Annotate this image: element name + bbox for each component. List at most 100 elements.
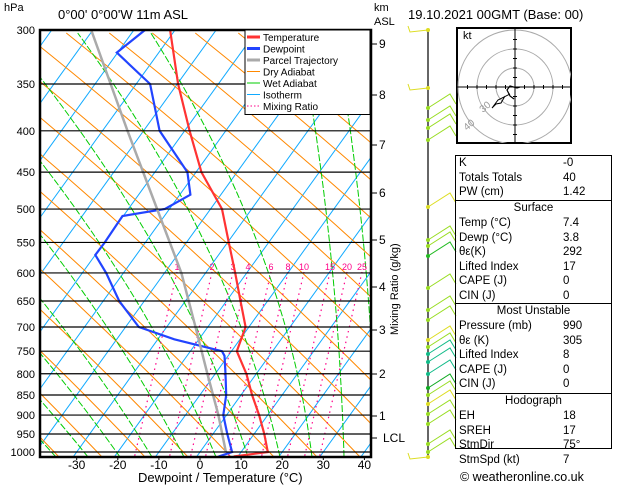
- km-tick-label: 5: [379, 233, 386, 247]
- param-name: StmDir: [459, 439, 495, 452]
- pressure-tick-label: 350: [17, 79, 35, 91]
- dry-adiabat-line: [40, 190, 318, 457]
- wet-adiabat-line: [77, 32, 281, 457]
- km-label: km: [374, 2, 389, 14]
- wet-adiabat-line: [150, 32, 313, 457]
- pressure-tick-label: 950: [17, 429, 35, 441]
- wind-barb: [427, 192, 457, 208]
- dry-adiabat-line: [40, 229, 275, 457]
- param-value: 0: [563, 378, 570, 391]
- hodograph-frame: [456, 27, 572, 144]
- wet-adiabat-line: [40, 398, 89, 457]
- pressure-tick-label: 800: [17, 369, 35, 381]
- pressure-tick-label: 500: [17, 204, 35, 216]
- dewpoint-line: [93, 30, 234, 457]
- wind-barb: [407, 452, 429, 460]
- asl-label: ASL: [374, 16, 395, 28]
- index-name: PW (cm): [459, 186, 504, 199]
- x-tick-label: 20: [276, 458, 290, 472]
- mixing-ratio-label: 2: [209, 262, 214, 272]
- km-tick-label: 7: [379, 138, 386, 152]
- x-tick-label: -10: [150, 458, 168, 472]
- index-value: 1.42: [563, 186, 586, 199]
- dry-adiabat-line: [40, 349, 146, 457]
- wind-barb: [427, 231, 457, 247]
- pressure-tick-label: 850: [17, 390, 35, 402]
- km-tick-label: 2: [379, 367, 386, 381]
- dry-adiabat-line: [65, 32, 371, 298]
- param-name: CIN (J): [459, 289, 496, 302]
- table-row: SREH 17: [456, 424, 611, 439]
- surface-table: Surface Temp (°C) 7.4 Dewp (°C) 3.8 θε(K) 292…: [455, 200, 612, 304]
- table-row: StmSpd (kt) 7: [456, 453, 611, 468]
- table-row: θε (K) 305: [456, 334, 611, 349]
- x-tick-label: -30: [68, 458, 86, 472]
- hodograph: [456, 27, 572, 144]
- table-row: PW (cm) 1.42: [456, 185, 611, 200]
- table-row: K -0: [456, 156, 611, 171]
- param-name: CIN (J): [459, 378, 496, 391]
- wind-barb: [427, 399, 457, 415]
- table-row: Pressure (mb) 990: [456, 319, 611, 334]
- mixing-ratio-line: [227, 271, 272, 457]
- wind-barb: [427, 389, 457, 405]
- pressure-tick-label: 450: [17, 167, 35, 179]
- dry-adiabat-line: [151, 32, 371, 219]
- wind-barb: [407, 25, 429, 33]
- legend-label: Dewpoint: [263, 45, 305, 56]
- legend-label: Temperature: [263, 33, 320, 44]
- table-row: Dewp (°C) 3.8: [456, 231, 611, 246]
- km-tick-label: 6: [379, 186, 386, 200]
- x-tick-label: 0: [197, 458, 204, 472]
- index-value: -0: [563, 157, 574, 169]
- dry-adiabat-line: [40, 392, 103, 457]
- pressure-tick-label: 550: [17, 237, 35, 249]
- wind-barb: [427, 105, 457, 121]
- indices-table: K -0 Totals Totals 40 PW (cm) 1.42: [455, 155, 612, 201]
- table-row: Temp (°C) 7.4: [456, 216, 611, 231]
- section-title: Surface: [513, 202, 554, 214]
- param-value: 17: [563, 424, 576, 437]
- dry-adiabat-line: [40, 153, 361, 457]
- param-value: 305: [563, 334, 583, 347]
- wind-barb: [427, 93, 457, 109]
- km-tick-label: 1: [379, 409, 386, 423]
- pressure-tick-label: 400: [17, 126, 35, 138]
- param-name: θε(K): [459, 246, 486, 259]
- pressure-tick-label: 1000: [11, 447, 35, 459]
- wind-barb: [427, 359, 457, 375]
- table-row: Lifted Index 8: [456, 348, 611, 363]
- wind-barb: [427, 295, 457, 311]
- mixing-ratio-axis-label: Mixing Ratio (g/kg): [389, 243, 401, 335]
- km-tick-label: 3: [379, 323, 386, 337]
- param-value: 3.8: [563, 231, 579, 244]
- dry-adiabat-line: [108, 32, 371, 258]
- hodograph-unit: kt: [463, 30, 472, 42]
- param-name: EH: [459, 410, 475, 422]
- hodograph-trace: [506, 85, 521, 100]
- wind-barb: [427, 373, 457, 389]
- wind-barb: [427, 347, 457, 363]
- param-value: 7: [563, 453, 570, 466]
- x-tick-label: 10: [234, 458, 248, 472]
- wind-barb: [427, 339, 457, 355]
- param-name: Dewp (°C): [459, 231, 513, 244]
- wind-barb: [427, 113, 457, 129]
- mixing-ratio-line: [286, 271, 331, 457]
- param-value: 7.4: [563, 217, 579, 229]
- index-value: 40: [563, 171, 576, 184]
- param-value: 990: [563, 320, 583, 332]
- pressure-tick-label: 750: [17, 346, 35, 358]
- wind-barb: [427, 429, 457, 445]
- legend-label: Dry Adiabat: [263, 68, 315, 79]
- mixing-ratio-label: 8: [285, 262, 290, 272]
- table-row: CIN (J) 0: [456, 377, 611, 392]
- pressure-axis-unit: hPa: [4, 2, 24, 14]
- storm-motion-marker: [491, 93, 511, 109]
- table-row: θε(K) 292: [456, 245, 611, 260]
- mixing-ratio-label: 25: [357, 262, 367, 272]
- mixing-ratio-label: 6: [268, 262, 273, 272]
- pressure-tick-label: 650: [17, 296, 35, 308]
- mixing-ratio-line: [303, 271, 348, 457]
